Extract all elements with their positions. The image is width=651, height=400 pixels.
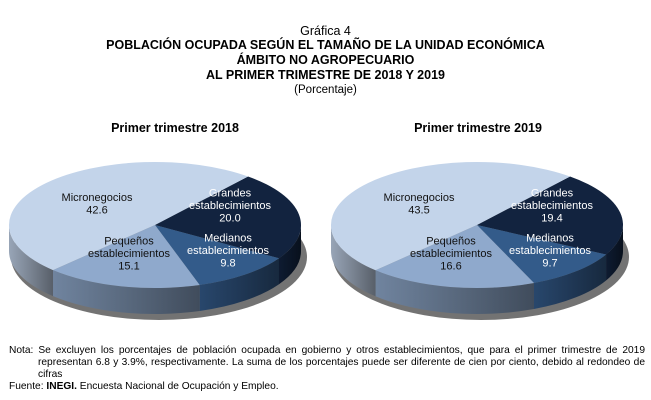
pie-category-label: establecimientos: [509, 245, 591, 257]
chart-title-line-1: POBLACIÓN OCUPADA SEGÚN EL TAMAÑO DE LA …: [106, 38, 545, 52]
pie-category-label: Medianos: [204, 233, 252, 245]
pie-title-2019: Primer trimestre 2019: [414, 121, 542, 135]
pie-category-label: Micronegocios: [384, 192, 455, 204]
pie-side-0: [606, 225, 623, 281]
pie-side-0: [278, 225, 301, 285]
chart-unit: (Porcentaje): [294, 84, 357, 96]
pie-slice-grandes: [155, 176, 301, 259]
pie-slice-micronegocios: [330, 161, 571, 271]
figure-number: Gráfica 4: [300, 24, 351, 38]
source-prefix: Fuente:: [9, 381, 47, 392]
pie-category-label: establecimientos: [189, 200, 271, 212]
source-line: Fuente: INEGI. Encuesta Nacional de Ocup…: [9, 381, 279, 393]
footnote: Nota: Se excluyen los porcentajes de pob…: [9, 345, 645, 381]
pie-side-3: [9, 225, 54, 297]
pie-category-label: Pequeños: [104, 236, 154, 248]
pie-category-label: establecimientos: [187, 245, 269, 257]
pie-category-label: establecimientos: [410, 248, 492, 260]
pie-category-label: establecimientos: [88, 248, 170, 260]
pie-value-label: 42.6: [86, 204, 107, 216]
pie-slice-grandes: [477, 176, 623, 255]
pie-category-label: Grandes: [209, 188, 252, 200]
source-text: Encuesta Nacional de Ocupación y Empleo.: [76, 381, 279, 392]
pie-chart-2019: Grandesestablecimientos19.4Medianosestab…: [330, 161, 629, 320]
pie-value-label: 43.5: [408, 204, 429, 216]
pie-chart-2018: Grandesestablecimientos20.0Medianosestab…: [8, 161, 307, 320]
pie-title-2018: Primer trimestre 2018: [111, 121, 239, 135]
pie-value-label: 15.1: [118, 261, 139, 273]
chart-title-line-2: ÁMBITO NO AGROPECUARIO: [236, 53, 415, 67]
source-org: INEGI.: [46, 381, 77, 392]
pie-category-label: Medianos: [526, 233, 574, 245]
pie-slice-pequenos: [375, 225, 534, 288]
pie-slice-medianos: [155, 225, 279, 285]
pie-category-label: Micronegocios: [62, 192, 133, 204]
pie-value-label: 19.4: [541, 213, 562, 225]
pie-value-label: 20.0: [219, 213, 240, 225]
pie-side-1: [533, 254, 607, 310]
chart-title-line-3: AL PRIMER TRIMESTRE DE 2018 Y 2019: [206, 68, 445, 82]
pie-category-label: Grandes: [531, 188, 574, 200]
pie-side-3: [331, 225, 376, 297]
footnote-text: Se excluyen los porcentajes de población…: [38, 345, 646, 380]
pie-side-1: [199, 258, 279, 311]
pie-value-label: 9.8: [220, 258, 235, 270]
pie-category-label: Pequeños: [426, 236, 476, 248]
footnote-prefix: Nota:: [9, 345, 39, 356]
pie-slice-pequenos: [53, 225, 200, 288]
pie-slice-medianos: [477, 225, 607, 284]
pie-value-label: 16.6: [440, 261, 461, 273]
pie-side-2: [375, 270, 534, 314]
pie-value-label: 9.7: [542, 258, 557, 270]
pie-category-label: establecimientos: [511, 200, 593, 212]
pie-side-2: [53, 270, 200, 314]
pie-slice-micronegocios: [8, 161, 249, 271]
